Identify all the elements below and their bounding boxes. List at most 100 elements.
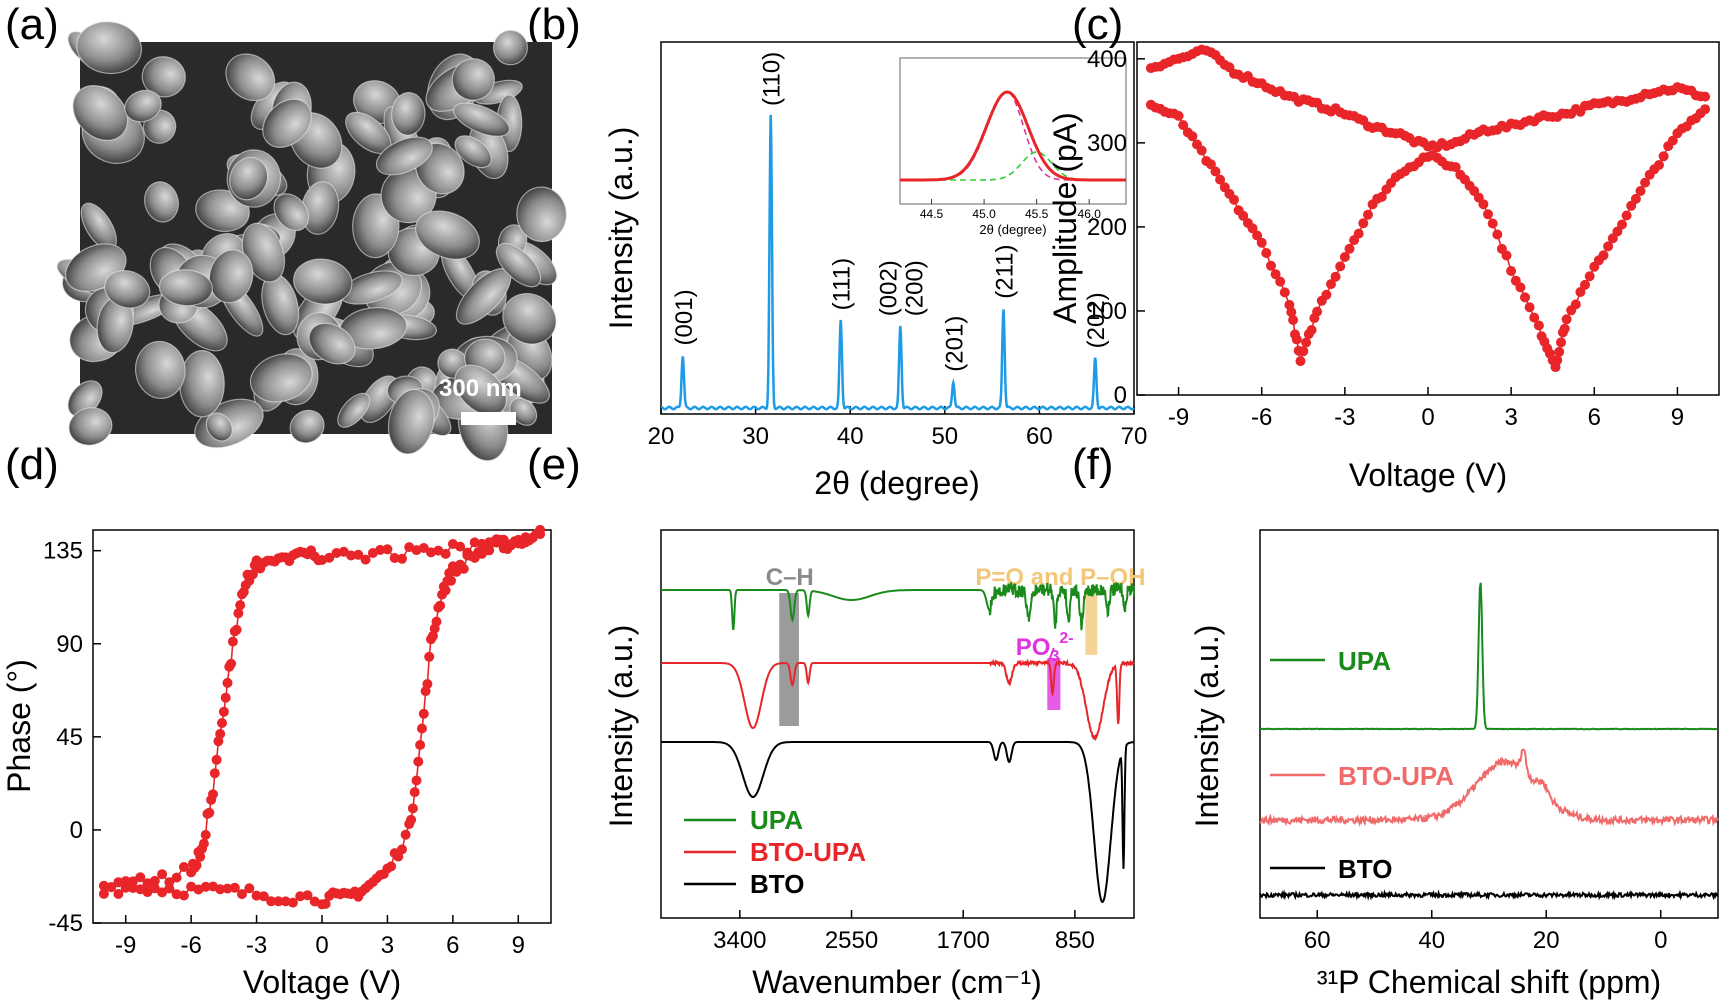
inset-tick-label: 46.0 <box>1078 207 1102 221</box>
x-tick-label: 40 <box>1418 927 1445 954</box>
y-tick-label: 90 <box>56 631 83 658</box>
amplitude-bottom-point <box>1700 104 1711 115</box>
amplitude-bottom-point <box>1515 282 1526 293</box>
amplitude-bottom-point <box>1266 260 1276 271</box>
amplitude-bottom-point <box>1286 307 1297 318</box>
peak-label: (110) <box>759 52 786 106</box>
sem-grain <box>158 269 213 307</box>
phase-backward-point <box>206 794 217 805</box>
phase-backward-point <box>229 626 240 637</box>
peak-label: (200) <box>901 260 928 316</box>
peak-label: (111) <box>829 258 856 310</box>
sem-grain <box>104 270 151 309</box>
y-tick-label: 135 <box>43 538 83 565</box>
x-tick-label: 9 <box>512 932 525 959</box>
phase-forward-point <box>244 883 255 894</box>
spectrum-bto-line <box>1259 889 1719 901</box>
phase-backward-point <box>217 718 227 728</box>
amplitude-bottom-point <box>1353 228 1364 239</box>
amplitude-bottom-point <box>1229 194 1239 205</box>
phase-forward-point <box>222 883 233 894</box>
chart-f: 60 40 20 0 UPA BTO-UPA BTO Intensity (a.u.) ³¹P … <box>1189 529 1719 1000</box>
sem-grain <box>451 58 495 101</box>
phase-backward-point <box>469 537 480 548</box>
amplitude-bottom-point <box>1344 243 1355 254</box>
amplitude-bottom-point <box>1173 110 1184 121</box>
amplitude-bottom-point <box>1580 279 1590 290</box>
amplitude-bottom-point <box>1301 337 1312 348</box>
amplitude-bottom-point <box>1215 174 1226 185</box>
phase-backward-point <box>128 876 138 887</box>
sem-grain <box>134 340 186 399</box>
x-tick-label: -6 <box>180 932 201 959</box>
legend-label: UPA <box>750 805 803 835</box>
plot-frame <box>1259 529 1719 919</box>
phase-backward-point <box>331 548 342 558</box>
x-tick-label: 20 <box>1533 927 1560 954</box>
x-tick-label: 60 <box>1026 423 1053 450</box>
peak-label: (001) <box>671 289 698 345</box>
sem-grain <box>208 249 254 304</box>
y-tick-label: 0 <box>1114 382 1127 409</box>
xrd-pattern-line <box>660 114 1135 411</box>
phase-backward-point <box>353 549 364 560</box>
scale-bar-label: 300 nm <box>439 375 522 402</box>
amplitude-bottom-point <box>1205 159 1216 170</box>
po-highlight <box>1085 593 1098 655</box>
y-tick-label: 45 <box>56 724 83 751</box>
phase-forward-point <box>498 534 509 545</box>
amplitude-bottom-point <box>1667 135 1678 146</box>
x-tick-label: 20 <box>648 423 675 450</box>
phase-backward-point <box>222 677 233 688</box>
amplitude-bottom-point <box>1559 323 1570 334</box>
amplitude-bottom-point <box>1635 186 1646 196</box>
sem-grain <box>516 186 567 243</box>
x-tick-label: 6 <box>446 932 459 959</box>
x-axis-label: ³¹P Chemical shift (ppm) <box>1317 964 1661 1000</box>
sem-grain <box>502 292 557 345</box>
phase-forward-point <box>302 890 313 901</box>
sem-grain <box>124 89 162 123</box>
sem-grain <box>225 53 276 102</box>
amplitude-bottom-point <box>1275 276 1286 287</box>
inset-x-label: 2θ (degree) <box>979 222 1046 237</box>
sem-grain <box>391 92 426 136</box>
amplitude-bottom-point <box>1238 210 1249 221</box>
spectrum-bto-upa-line <box>661 658 1135 742</box>
sem-grain <box>273 193 310 232</box>
phase-backward-point <box>186 867 197 878</box>
phase-forward-point <box>424 651 435 662</box>
phase-backward-point <box>202 808 213 819</box>
amplitude-bottom-point <box>1178 120 1189 131</box>
chart-b: 20 30 40 50 60 70 (001) (110) (111) (002) (200) (20… <box>603 41 1147 501</box>
x-axis-label: Voltage (V) <box>243 964 401 1000</box>
phase-forward-point <box>417 723 427 734</box>
y-axis-label: Phase (°) <box>1 659 37 793</box>
chart-d: -9 -6 -3 0 3 6 9 -45 0 45 90 135 Phase (°) Voltage (V… <box>1 524 552 1000</box>
x-axis-label: Wavenumber (cm⁻¹) <box>752 964 1042 1000</box>
amplitude-bottom-point <box>1376 191 1387 202</box>
y-axis-label: Amplitude (pA) <box>1047 112 1083 324</box>
x-tick-label: 0 <box>1421 404 1434 431</box>
phase-forward-point <box>422 679 433 689</box>
phase-forward-point <box>418 708 429 719</box>
sem-grain <box>76 21 142 75</box>
phase-forward-point <box>386 861 397 872</box>
amplitude-bottom-point <box>1501 250 1512 261</box>
amplitude-bottom-point <box>1358 218 1369 229</box>
amplitude-bottom-point <box>1291 334 1302 345</box>
spectrum-upa-line <box>661 581 1135 631</box>
y-tick-label: 400 <box>1087 46 1127 73</box>
phase-backward-point <box>397 553 407 564</box>
scale-bar <box>461 412 516 425</box>
phase-forward-point <box>435 600 446 611</box>
phase-forward-point <box>415 740 426 750</box>
amplitude-bottom-point <box>1617 219 1627 230</box>
amplitude-bottom-point <box>1554 346 1565 357</box>
x-axis-label: 2θ (degree) <box>814 465 979 501</box>
panel-label-d: (d) <box>5 440 59 489</box>
phase-forward-point <box>458 563 469 574</box>
phase-forward-point <box>113 889 124 899</box>
phase-backward-point <box>218 706 229 717</box>
